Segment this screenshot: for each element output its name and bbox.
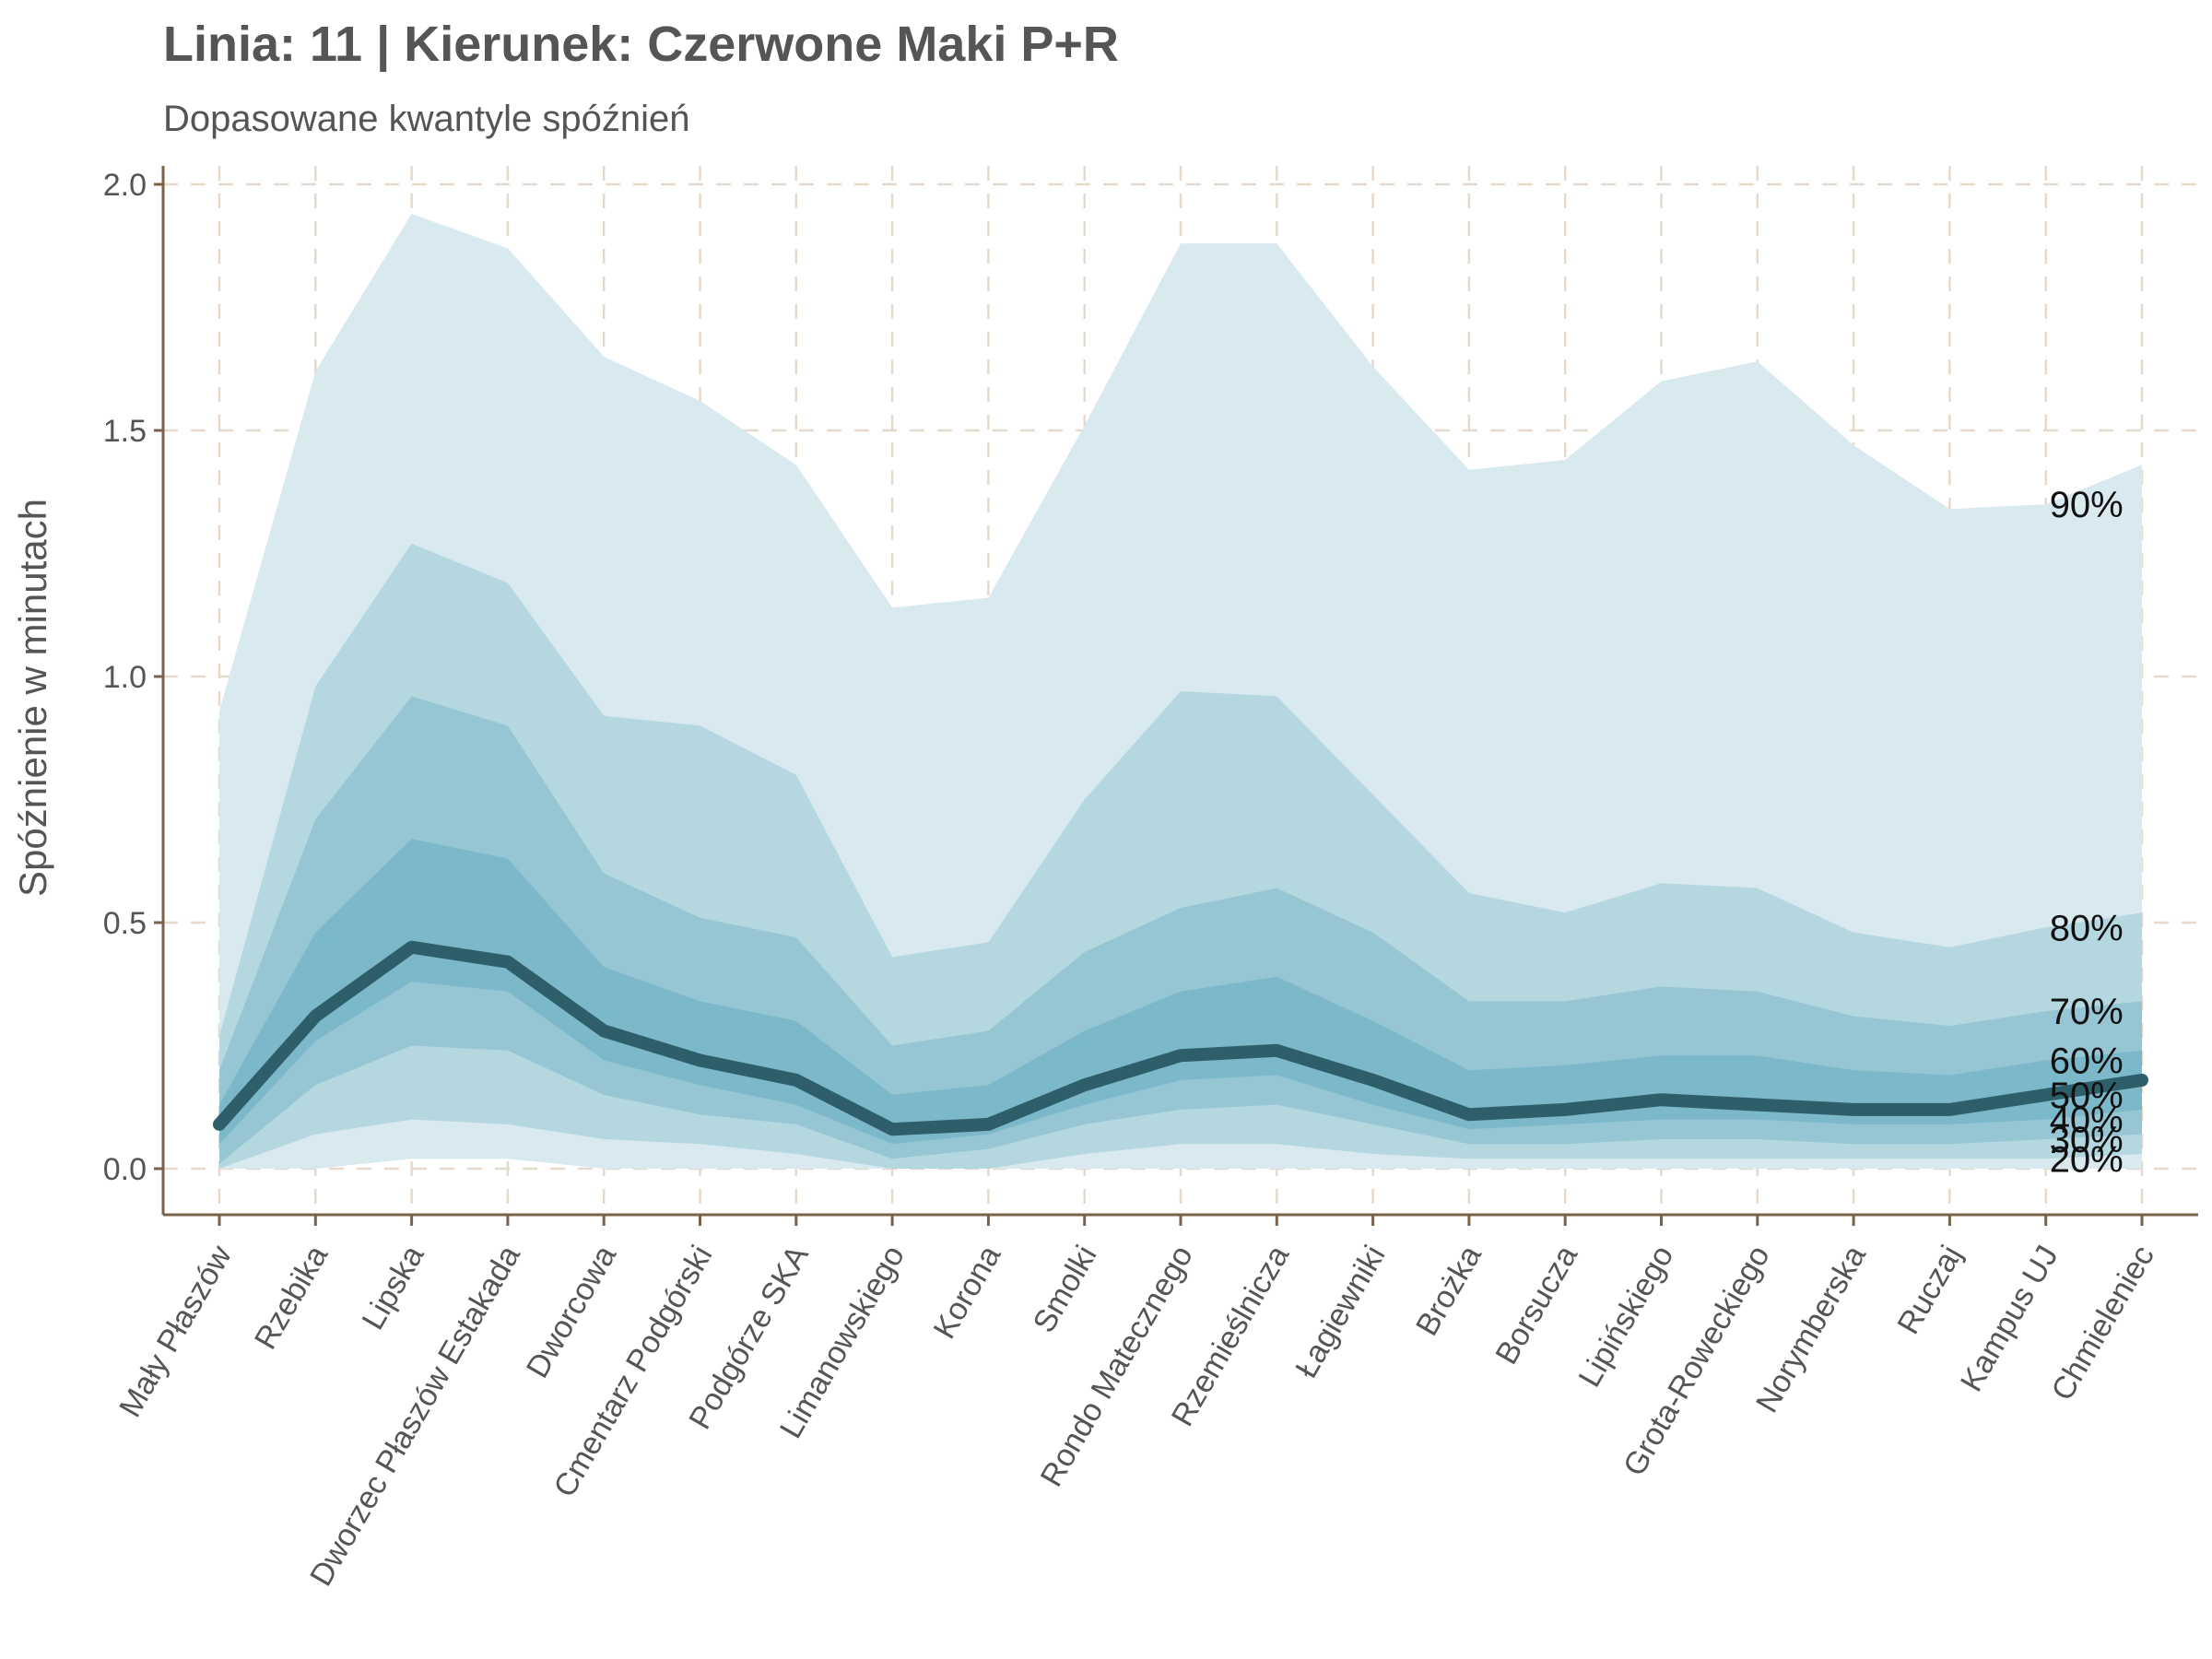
y-tick-label: 0.5 [103,906,147,941]
quantile-labels: 90% 80% 70% 60%50%40%30%20% [2050,485,2124,1180]
x-tick-label: Ruczaj [1890,1240,1969,1340]
y-tick-label: 1.5 [103,414,147,449]
x-tick-label: Korona [927,1240,1008,1345]
quantile-label: 90% [2050,485,2124,525]
x-tick-label: Mały Płaszów [112,1240,239,1423]
y-tick-label: 0.0 [103,1152,147,1187]
quantile-bands [219,214,2142,1169]
median-line [213,940,2148,1136]
x-tick-label: Łagiewniki [1288,1240,1392,1383]
quantile-label: 30% [2050,1120,2124,1160]
y-tick-label: 1.0 [103,660,147,695]
y-axis-label: Spóźnienie w minutach [11,499,54,897]
quantile-label: 40% [2050,1100,2124,1141]
quantile-label: 60% [2050,1041,2124,1082]
median-line-group [213,940,2148,1136]
x-tick-label: Borsucza [1488,1240,1584,1371]
x-tick-label: Lipińskiego [1571,1240,1680,1393]
y-tick-label: 2.0 [103,168,147,203]
x-tick-label: Lipska [355,1240,430,1335]
chart-title: Linia: 11 | Kierunek: Czerwone Maki P+R [163,17,1119,73]
x-tick-label: Smolki [1027,1240,1104,1338]
x-tick-label: Rzebika [248,1240,335,1355]
quantile-band-4 [219,839,2142,1145]
y-tick-labels: 0.0 0.5 1.0 1.5 2.0 [103,168,147,1187]
quantile-label: 70% [2050,992,2124,1032]
x-tick-label: Dworcowa [520,1240,623,1384]
x-tick-label: Brożka [1409,1240,1488,1342]
quantile-label: 50% [2050,1076,2124,1116]
quantile-label: 20% [2050,1139,2124,1180]
x-tick-label: Dworzec Płaszów Estakada [303,1240,527,1592]
axes [154,166,2198,1226]
x-tick-label: Chmieleniec [2044,1240,2160,1406]
chart-subtitle: Dopasowane kwantyle spóźnień [163,99,689,139]
quantile-label: 80% [2050,908,2124,948]
x-tick-label: Kampus UJ [1954,1240,2065,1397]
